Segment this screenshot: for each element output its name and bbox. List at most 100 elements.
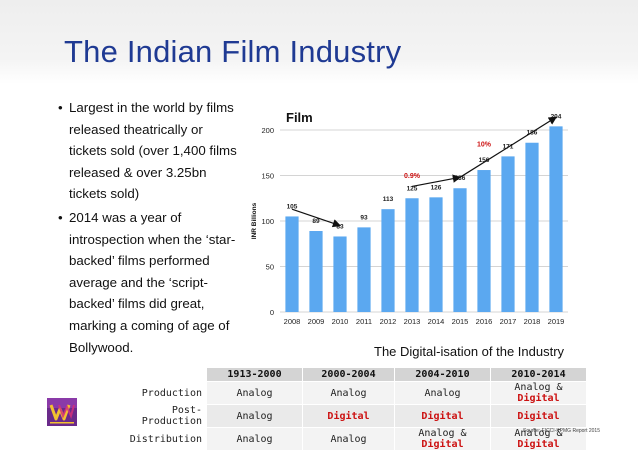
table-body: Production Analog Analog Analog Analog & Dig… [108, 381, 587, 451]
x-tick-label: 2009 [308, 317, 325, 326]
digital-text: Digital [421, 439, 464, 450]
title-band [0, 0, 638, 84]
digital-text: Digital [327, 410, 370, 422]
table-row-label: Production [108, 381, 207, 405]
table-cell: Analog [206, 427, 303, 451]
bullet-text: 2014 was a year of introspection when th… [69, 209, 236, 355]
film-revenue-chart: 0 50 100 150 200 INR Billions Film 105 2008 89 200… [251, 110, 568, 326]
table-cell: Analog [302, 381, 395, 405]
bullet-text: Largest in the world by films released t… [69, 100, 237, 202]
analog-text: Analog [236, 387, 273, 399]
y-tick-label: 150 [261, 172, 274, 181]
x-tick-label: 2016 [476, 317, 493, 326]
table-row: Production Analog Analog Analog Analog & Dig… [108, 381, 587, 405]
data-label: 186 [527, 130, 538, 137]
table-row-label: Distribution [108, 427, 207, 451]
bar [309, 231, 323, 312]
growth-annotation: 0.9% [404, 173, 421, 180]
table-row: Distribution Analog Analog Analog & Digital… [108, 427, 587, 451]
data-label: 105 [287, 203, 298, 210]
table-cell: Analog [206, 381, 303, 405]
x-tick-label: 2018 [524, 317, 541, 326]
chart-title: Film [286, 110, 313, 125]
growth-annotation: 10% [477, 141, 492, 148]
table-cell: Analog & Digital [490, 381, 587, 405]
analog-text: Analog & [514, 382, 563, 393]
table-cell: Analog & Digital [490, 427, 587, 451]
bar [477, 170, 491, 312]
table-cell: Analog [394, 381, 491, 405]
data-label: 113 [383, 196, 394, 203]
x-tick-label: 2019 [548, 317, 565, 326]
table-cell: Analog [206, 404, 303, 428]
table-row-label: Post-Production [108, 404, 207, 428]
data-label: 89 [312, 218, 320, 225]
x-tick-label: 2015 [452, 317, 469, 326]
bar [405, 198, 419, 312]
digital-text: Digital [517, 410, 560, 422]
trend-arrow [411, 174, 462, 188]
slide-title: The Indian Film Industry [64, 34, 402, 69]
y-tick-label: 100 [261, 217, 274, 226]
digitalisation-caption: The Digital-isation of the Industry [374, 344, 565, 359]
y-tick-label: 50 [266, 263, 274, 272]
bullet-item: • 2014 was a year of introspection when … [58, 207, 243, 358]
bar [501, 156, 515, 312]
table-header: 2004-2010 [394, 367, 491, 382]
digital-text: Digital [517, 439, 560, 450]
x-tick-label: 2011 [356, 317, 372, 326]
company-logo [47, 398, 77, 426]
x-tick-label: 2008 [284, 317, 301, 326]
table-header: 2000-2004 [302, 367, 395, 382]
table-cell: Digital [302, 404, 395, 428]
table-header: 1913-2000 [206, 367, 303, 382]
x-tick-label: 2013 [404, 317, 421, 326]
analog-text: Analog & [514, 428, 563, 439]
table-header-row: 1913-2000 2000-2004 2004-2010 2010-2014 [108, 367, 587, 382]
table-cell: Analog [302, 427, 395, 451]
data-label: 126 [431, 184, 442, 191]
analog-text: Analog [424, 387, 461, 399]
table-header: 2010-2014 [490, 367, 587, 382]
table-cell: Analog & Digital [394, 427, 491, 451]
bar [429, 197, 443, 312]
data-label: 136 [455, 175, 466, 182]
bullet-item: • Largest in the world by films released… [58, 97, 243, 205]
bullet-dot: • [58, 209, 63, 225]
table-cell: Digital [490, 404, 587, 428]
bar [525, 142, 539, 312]
analog-text: Analog [236, 433, 273, 445]
analog-text: Analog [330, 433, 367, 445]
bar [549, 126, 563, 312]
table-corner [108, 367, 207, 382]
data-label: 156 [479, 157, 490, 164]
digital-text: Digital [517, 393, 560, 404]
bar [453, 188, 467, 312]
bullet-list: • Largest in the world by films released… [58, 97, 243, 360]
table-cell: Digital [394, 404, 491, 428]
bar [357, 227, 371, 312]
digital-text: Digital [421, 410, 464, 422]
trend-arrow [291, 208, 342, 228]
analog-text: Analog [236, 410, 273, 422]
analog-text: Analog & [418, 428, 467, 439]
data-label: 93 [360, 214, 368, 221]
bar [285, 216, 299, 312]
x-tick-label: 2012 [380, 317, 397, 326]
bar [333, 236, 347, 312]
digitalisation-table: 1913-2000 2000-2004 2004-2010 2010-2014 … [108, 367, 587, 451]
trend-arrow [459, 116, 558, 178]
y-tick-label: 0 [270, 308, 274, 317]
y-axis-label: INR Billions [251, 202, 258, 239]
bullet-dot: • [58, 100, 63, 115]
analog-text: Analog [330, 387, 367, 399]
y-tick-label: 200 [261, 126, 274, 135]
source-note: Source: FICCI-KPMG Report 2015 [523, 428, 600, 434]
table-row: Post-Production Analog Digital Digital Digit… [108, 404, 587, 428]
bar [381, 209, 395, 312]
x-tick-label: 2017 [500, 317, 517, 326]
data-label: 125 [407, 185, 418, 192]
x-tick-label: 2010 [332, 317, 349, 326]
x-tick-label: 2014 [428, 317, 445, 326]
